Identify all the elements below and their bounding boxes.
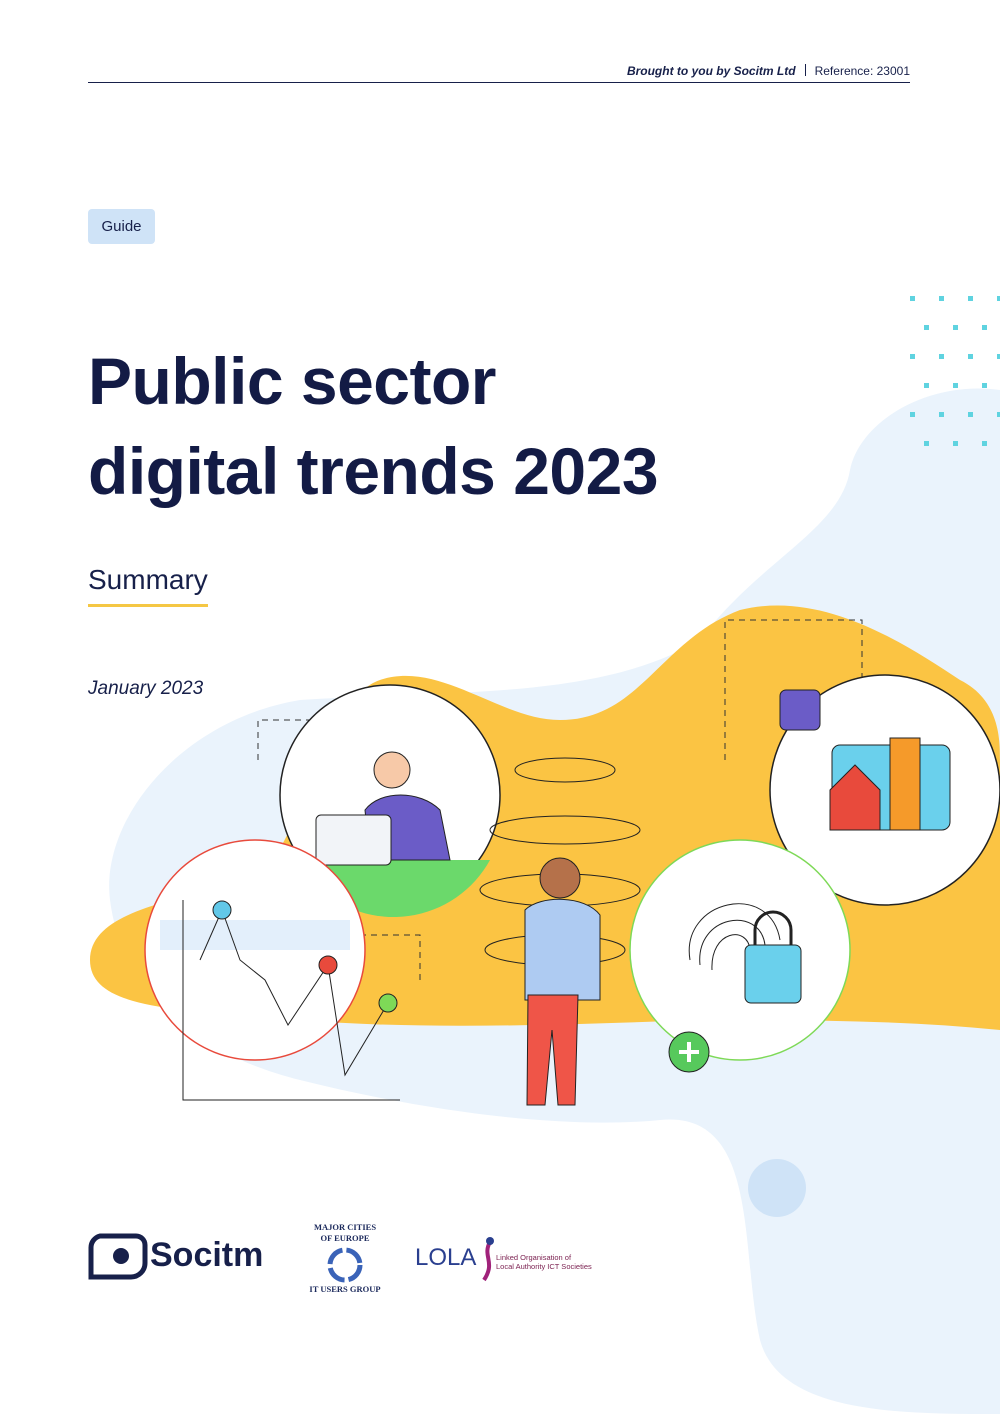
dot: [997, 412, 1000, 417]
title-line: Public sector: [88, 344, 496, 418]
padlock: [744, 944, 802, 1004]
title: Public sector digital trends 2023: [88, 336, 659, 516]
tower: [889, 737, 921, 831]
circle-security: [629, 839, 851, 1061]
dot: [953, 383, 958, 388]
dashed-line: [257, 619, 863, 980]
lola-swoosh: [482, 1241, 492, 1282]
person-legs: [526, 994, 579, 1106]
spiral: [489, 815, 641, 845]
dot: [924, 441, 929, 446]
header: Brought to you by Socitm Ltd Reference: 2…: [627, 64, 910, 78]
chart-point: [378, 993, 398, 1013]
dot: [982, 325, 987, 330]
chart-axes: [182, 900, 400, 1101]
person-body: [524, 898, 601, 1001]
lola-line: Linked Organisation of: [496, 1253, 572, 1262]
fingerprint: [688, 903, 781, 971]
chart-point: [318, 955, 338, 975]
desk: [316, 860, 490, 918]
socitm-dot: [113, 1248, 129, 1264]
header-rule: [88, 82, 910, 83]
dot-grid: [910, 296, 1000, 446]
plus-sign: [679, 1042, 699, 1062]
credit: Brought to you by Socitm Ltd: [626, 64, 796, 78]
reference: Reference: 23001: [814, 64, 910, 78]
dot: [939, 354, 944, 359]
lola-text: Linked Organisation of Local Authority IC…: [496, 1253, 592, 1271]
bubble: [748, 1159, 806, 1217]
separator: [804, 64, 806, 76]
subtitle: Summary: [88, 564, 208, 607]
house: [829, 764, 881, 831]
dot: [982, 383, 987, 388]
badge: Guide: [88, 209, 155, 244]
dot: [910, 296, 915, 301]
chip: [779, 689, 821, 731]
worker-head: [373, 751, 411, 789]
padlock-shackle: [753, 910, 793, 945]
mcoe-logo: MAJOR CITIES OF EUROPE: [300, 1222, 390, 1244]
lola-logo: LOLA: [415, 1244, 477, 1271]
mcoe-emblem: [327, 1247, 363, 1283]
dot: [997, 354, 1000, 359]
dot: [968, 296, 973, 301]
dot: [982, 441, 987, 446]
chart-bands: [160, 920, 350, 950]
dot: [939, 296, 944, 301]
person-head: [539, 857, 581, 899]
dot: [953, 325, 958, 330]
lola-head: [486, 1237, 494, 1245]
socitm-icon: [88, 1233, 148, 1280]
dot: [924, 325, 929, 330]
dot: [968, 354, 973, 359]
dot: [997, 296, 1000, 301]
mcoe-bottom: IT USERS GROUP: [309, 1284, 381, 1294]
socitm-mark: [88, 1233, 148, 1280]
dot: [968, 412, 973, 417]
mcoe-line: MAJOR CITIES: [313, 1222, 377, 1232]
lola-line: Local Authority ICT Societies: [496, 1262, 592, 1271]
lola-figure: [482, 1237, 494, 1282]
dot: [910, 354, 915, 359]
chart-point: [212, 900, 232, 920]
mcoe-ring: [327, 1247, 363, 1283]
laptop: [315, 814, 392, 866]
dot: [910, 412, 915, 417]
mcoe-line: OF EUROPE: [320, 1233, 370, 1243]
dot: [953, 441, 958, 446]
date: January 2023: [88, 678, 204, 699]
spiral: [514, 757, 616, 783]
dot: [924, 383, 929, 388]
title-line: digital trends 2023: [88, 434, 659, 508]
dot: [939, 412, 944, 417]
socitm-logo: Socitm: [150, 1236, 264, 1274]
